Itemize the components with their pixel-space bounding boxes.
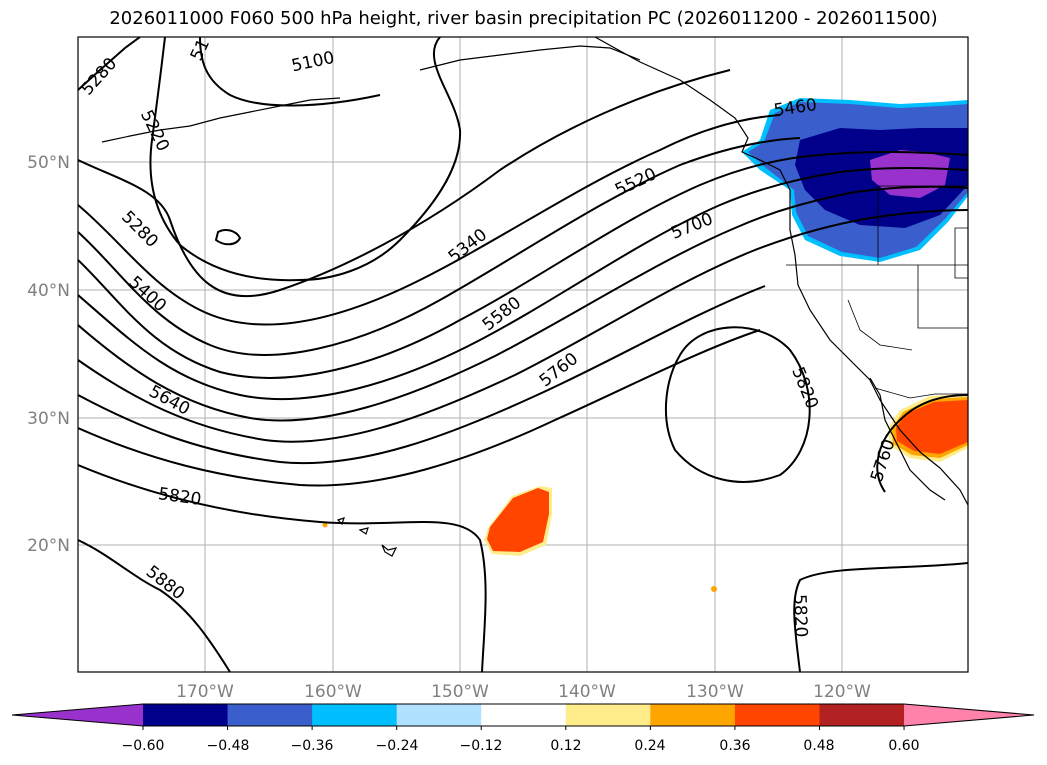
colorbar-tick-label: −0.48 bbox=[207, 738, 250, 754]
colorbar-tick-label: −0.24 bbox=[376, 738, 419, 754]
colorbar-tick-labels: −0.60 −0.48 −0.36 −0.24 −0.12 0.12 0.24 … bbox=[122, 738, 920, 754]
lat-tick-label: 20°N bbox=[27, 536, 70, 556]
colorbar-segment bbox=[12, 704, 143, 726]
colorbar-segments bbox=[11, 703, 1035, 730]
colorbar-segment bbox=[650, 704, 736, 726]
colorbar-tick-label: 0.48 bbox=[803, 738, 834, 754]
lon-tick-label: 160°W bbox=[304, 682, 362, 702]
colorbar-tick-label: 0.60 bbox=[888, 738, 919, 754]
lon-tick-label: 120°W bbox=[813, 682, 871, 702]
map-area bbox=[78, 37, 968, 672]
lon-tick-label: 150°W bbox=[431, 682, 489, 702]
map-title: 2026011000 F060 500 hPa height, river ba… bbox=[109, 8, 938, 29]
colorbar-segment bbox=[227, 704, 313, 726]
lon-tick-label: 140°W bbox=[558, 682, 616, 702]
colorbar-tick-label: 0.12 bbox=[550, 738, 581, 754]
colorbar-tick-label: 0.36 bbox=[719, 738, 750, 754]
map-frame bbox=[77, 36, 969, 673]
coastlines bbox=[101, 37, 968, 557]
colorbar: −0.60 −0.48 −0.36 −0.24 −0.12 0.12 0.24 … bbox=[11, 703, 1035, 754]
lat-tick-label: 50°N bbox=[27, 153, 70, 173]
lon-tick-label: 130°W bbox=[686, 682, 744, 702]
height-contours bbox=[78, 37, 968, 672]
lat-tick-label: 40°N bbox=[27, 281, 70, 301]
colorbar-segment bbox=[904, 704, 1034, 726]
colorbar-tick-label: −0.12 bbox=[460, 738, 503, 754]
political-borders bbox=[786, 185, 968, 399]
colorbar-segment bbox=[143, 704, 229, 726]
lat-tick-label: 30°N bbox=[27, 409, 70, 429]
colorbar-segment bbox=[481, 704, 567, 726]
precip-positive-region-pacific bbox=[322, 486, 717, 592]
colorbar-tick-label: −0.36 bbox=[291, 738, 334, 754]
lon-tick-label: 170°W bbox=[176, 682, 234, 702]
precip-negative-region bbox=[742, 98, 968, 262]
colorbar-tick-label: 0.24 bbox=[634, 738, 665, 754]
colorbar-tick-label: −0.60 bbox=[122, 738, 165, 754]
colorbar-segment bbox=[819, 704, 905, 726]
lat-tick-labels: 50°N 40°N 30°N 20°N bbox=[27, 153, 70, 556]
colorbar-segment bbox=[312, 704, 398, 726]
colorbar-segment bbox=[396, 704, 482, 726]
colorbar-segment bbox=[734, 704, 820, 726]
contour-label: 5820 bbox=[789, 594, 810, 638]
lon-tick-labels: 170°W 160°W 150°W 140°W 130°W 120°W bbox=[176, 682, 871, 702]
gridlines bbox=[78, 37, 968, 672]
colorbar-segment bbox=[565, 704, 651, 726]
